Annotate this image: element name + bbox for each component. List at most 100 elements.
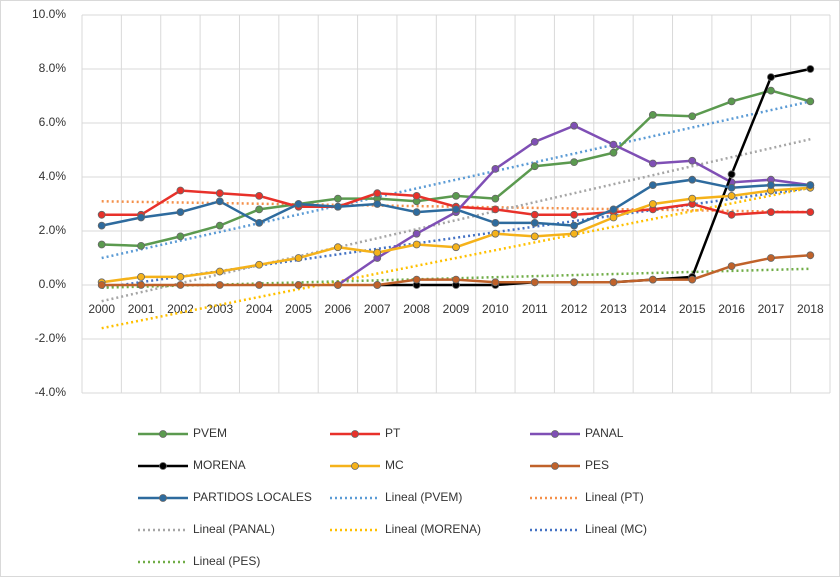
data-point <box>806 208 815 217</box>
x-tick-label: 2014 <box>639 302 666 316</box>
trendline <box>101 186 811 330</box>
data-point <box>727 170 736 179</box>
data-point <box>373 248 382 257</box>
data-point <box>767 181 775 190</box>
data-point <box>491 164 500 173</box>
legend-label: Lineal (MC) <box>585 522 647 536</box>
data-point <box>767 208 775 217</box>
data-point <box>570 121 579 130</box>
data-point <box>373 200 382 208</box>
data-point <box>491 205 500 214</box>
legend-label: Lineal (PVEM) <box>385 490 462 504</box>
data-point <box>255 191 264 200</box>
x-tick-label: 2010 <box>482 302 509 316</box>
trendline <box>101 267 811 289</box>
data-point <box>648 111 657 119</box>
x-tick-label: 2001 <box>128 302 155 316</box>
data-point <box>176 272 185 281</box>
data-point <box>255 260 264 269</box>
legend-marker <box>159 430 167 438</box>
x-tick-label: 2005 <box>285 302 312 316</box>
data-point <box>491 218 500 227</box>
x-tick-label: 2003 <box>206 302 233 316</box>
x-tick-label: 2004 <box>246 302 273 316</box>
x-tick-label: 2000 <box>88 302 115 316</box>
data-point <box>727 262 736 271</box>
y-tick-label: 0.0% <box>39 277 67 291</box>
data-point <box>137 281 145 289</box>
legend-marker <box>551 462 559 470</box>
data-point <box>333 243 342 252</box>
data-point <box>176 232 185 241</box>
x-tick-label: 2016 <box>718 302 745 316</box>
legend-label: Lineal (MORENA) <box>385 522 481 536</box>
data-point <box>609 278 618 287</box>
data-point <box>255 205 264 214</box>
data-point <box>97 240 106 249</box>
trendline <box>101 100 811 260</box>
y-tick-label: 4.0% <box>39 169 67 183</box>
data-point <box>452 243 460 252</box>
data-point <box>530 278 539 287</box>
data-point <box>333 281 342 289</box>
data-point <box>176 281 185 289</box>
data-point <box>137 213 145 222</box>
data-point <box>215 197 224 206</box>
data-point <box>294 281 303 289</box>
x-tick-label: 2013 <box>600 302 627 316</box>
data-point <box>215 281 224 289</box>
legend-label: Lineal (PT) <box>585 490 644 504</box>
data-point <box>570 229 579 238</box>
x-tick-label: 2007 <box>364 302 391 316</box>
data-point <box>452 275 460 284</box>
data-point <box>255 281 264 289</box>
legend-marker <box>159 462 167 470</box>
y-tick-label: 2.0% <box>39 223 67 237</box>
data-point <box>452 205 460 214</box>
data-point <box>491 278 500 287</box>
data-point <box>215 221 224 230</box>
data-point <box>333 202 342 211</box>
data-point <box>137 241 145 250</box>
data-point <box>412 240 421 249</box>
x-tick-label: 2006 <box>325 302 352 316</box>
legend-label: MC <box>385 458 404 472</box>
data-point <box>97 281 106 289</box>
data-point <box>727 183 736 192</box>
data-point <box>176 186 185 195</box>
legend-label: PES <box>585 458 609 472</box>
data-point <box>727 210 736 219</box>
data-point <box>648 159 657 168</box>
data-point <box>530 162 539 171</box>
data-point <box>97 210 106 219</box>
data-point <box>530 137 539 146</box>
data-point <box>570 278 579 287</box>
data-point <box>373 281 382 289</box>
data-point <box>491 194 500 203</box>
x-tick-label: 2009 <box>443 302 470 316</box>
data-point <box>137 272 145 281</box>
data-point <box>570 158 579 167</box>
data-point <box>333 194 342 203</box>
data-point <box>648 200 657 208</box>
data-point <box>215 267 224 276</box>
data-point <box>491 229 500 238</box>
data-point <box>806 97 815 106</box>
data-point <box>767 254 775 262</box>
data-point <box>570 210 579 219</box>
x-tick-label: 2012 <box>561 302 588 316</box>
data-point <box>767 73 775 81</box>
data-point <box>412 208 421 217</box>
legend-label: PANAL <box>585 426 624 440</box>
data-point <box>176 208 185 217</box>
data-point <box>648 275 657 284</box>
y-tick-label: -4.0% <box>35 385 67 399</box>
x-tick-label: 2017 <box>758 302 785 316</box>
legend-label: Lineal (PANAL) <box>193 522 275 536</box>
data-point <box>373 189 382 198</box>
data-point <box>255 218 264 227</box>
data-point <box>609 213 618 222</box>
data-point <box>806 65 815 73</box>
data-point <box>688 275 697 284</box>
